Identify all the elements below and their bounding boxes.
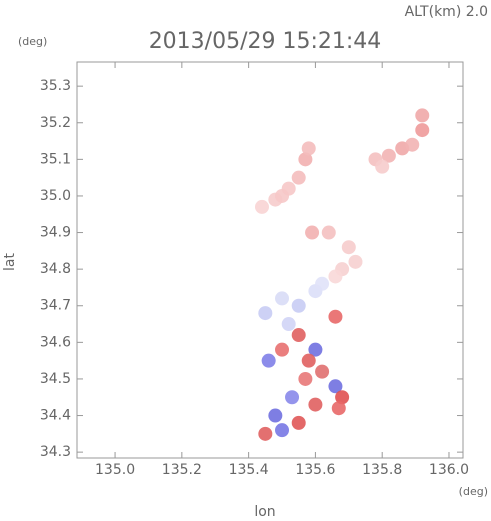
echo-point — [321, 225, 336, 240]
y-tick-label: 34.6 — [40, 334, 71, 350]
echo-point — [341, 240, 356, 255]
x-tick-label: 135.4 — [229, 462, 269, 478]
y-tick-label: 35.3 — [40, 78, 71, 94]
echo-point — [308, 397, 323, 412]
echo-point — [291, 170, 306, 185]
echo-point — [291, 328, 306, 343]
echo-point — [328, 379, 343, 394]
echo-point — [258, 306, 273, 321]
y-tick-label: 34.7 — [40, 298, 71, 314]
y-label: lat — [2, 253, 18, 271]
y-tick-label: 35.2 — [40, 115, 71, 131]
echo-point — [285, 390, 300, 405]
echo-point — [254, 199, 269, 214]
echo-point — [281, 317, 296, 332]
echo-point — [291, 298, 306, 313]
echo-point — [375, 159, 390, 174]
y-tick-label: 35.0 — [40, 188, 71, 204]
subtitle: ALT(km) 2.0 — [405, 4, 488, 20]
x-unit: (deg) — [459, 485, 488, 498]
echo-point — [405, 137, 420, 152]
y-tick-label: 34.5 — [40, 371, 71, 387]
echo-point — [331, 401, 346, 416]
echo-point — [258, 426, 273, 441]
echo-point — [381, 148, 396, 163]
echo-point — [415, 123, 430, 138]
echo-point — [275, 423, 290, 438]
echo-point — [261, 353, 276, 368]
echo-point — [315, 276, 330, 291]
y-tick-label: 34.4 — [40, 408, 71, 424]
chart-title: 2013/05/29 15:21:44 — [149, 29, 382, 54]
x-tick-label: 136.0 — [429, 462, 469, 478]
plot-frame — [76, 61, 464, 459]
echo-point — [275, 188, 290, 203]
echo-point — [275, 291, 290, 306]
echo-point — [328, 309, 343, 324]
echo-point — [305, 225, 320, 240]
echo-point — [328, 269, 343, 284]
echo-point — [275, 342, 290, 357]
y-tick-label: 34.8 — [40, 261, 71, 277]
x-tick-label: 135.6 — [295, 462, 335, 478]
echo-point — [298, 371, 313, 386]
y-unit: (deg) — [18, 35, 47, 48]
echo-point — [415, 108, 430, 123]
echo-point — [268, 408, 283, 423]
x-tick-label: 135.2 — [162, 462, 202, 478]
echo-point — [301, 141, 316, 156]
x-tick-label: 135.8 — [362, 462, 402, 478]
echo-point — [315, 364, 330, 379]
y-tick-label: 35.1 — [40, 151, 71, 167]
y-tick-label: 34.3 — [40, 444, 71, 460]
echo-point — [308, 342, 323, 357]
echo-point — [298, 152, 313, 167]
x-label: lon — [254, 504, 275, 520]
echo-point — [291, 415, 306, 430]
y-tick-label: 34.9 — [40, 225, 71, 241]
x-tick-label: 135.0 — [95, 462, 135, 478]
echo-point — [335, 390, 350, 405]
echo-point — [301, 353, 316, 368]
echo-point — [348, 254, 363, 269]
